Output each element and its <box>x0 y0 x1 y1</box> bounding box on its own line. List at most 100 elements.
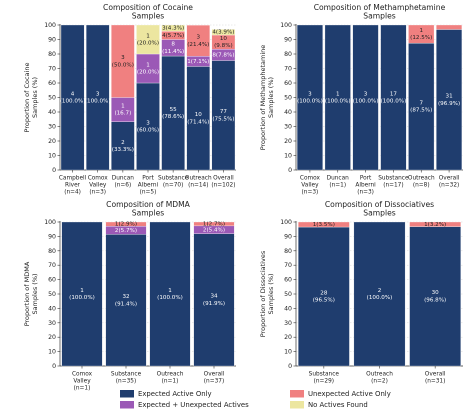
x-tick-label-line: Overall <box>213 176 234 182</box>
segment-count-label: 3 <box>121 55 125 61</box>
y-tick-label: 80 <box>48 248 56 255</box>
y-tick-label: 50 <box>284 95 292 102</box>
segment-pct-label: (100.0%) <box>325 99 351 105</box>
segment-count-label: 31 <box>446 94 454 100</box>
bar-segment-expected_only <box>296 24 323 171</box>
x-tick-label-line: Port <box>142 176 154 182</box>
x-tick-label-line: (n=1) <box>162 379 179 385</box>
y-tick-label: 70 <box>48 262 56 269</box>
segment-count-label: 55 <box>170 107 178 113</box>
segment-label: 1(3.2%) <box>424 222 446 228</box>
bar-segment-expected_only <box>61 221 103 367</box>
y-tick-label: 100 <box>280 219 292 226</box>
x-tick-label-line: Overall <box>425 372 446 378</box>
x-tick-label-line: (n=14) <box>188 183 208 189</box>
chart-title-line: Samples <box>132 12 164 21</box>
y-tick-label: 80 <box>48 51 56 58</box>
bar-segment-unexpected_only <box>409 221 461 227</box>
segment-count-label: 1 <box>168 288 172 294</box>
x-tick-label-line: (n=5) <box>140 190 157 196</box>
x-tick-label-line: (n=4) <box>64 190 81 196</box>
segment-count-label: 17 <box>390 91 398 97</box>
segment-label: 8(7.8%) <box>212 52 234 58</box>
segment-pct-label: (96.9%) <box>438 101 460 107</box>
x-tick-label-line: Comox <box>72 372 93 378</box>
segment-count-label: 2 <box>378 288 382 294</box>
bar-segment-expected_unexpected <box>136 53 160 84</box>
x-tick-label-line: Overall <box>439 176 460 182</box>
segment-pct-label: (50.0%) <box>112 62 134 68</box>
chart-title-line: Samples <box>363 209 395 218</box>
x-tick-label-line: Campbell <box>59 176 87 182</box>
y-tick-label: 10 <box>284 153 292 160</box>
bar-segment-no_actives <box>211 29 236 36</box>
x-tick-label-line: Duncan <box>327 176 350 182</box>
y-tick-label: 10 <box>48 349 56 356</box>
segment-count-label: 10 <box>220 36 228 42</box>
y-tick-label: 20 <box>48 334 56 341</box>
bar-segment-expected_only <box>298 226 350 367</box>
x-tick-label-line: (n=35) <box>116 379 136 385</box>
y-tick-label: 10 <box>48 153 56 160</box>
x-tick-label-line: (n=29) <box>314 379 334 385</box>
segment-count-label: 4 <box>71 91 75 97</box>
x-tick-label-line: (n=70) <box>163 183 183 189</box>
bar-segment-expected_only <box>353 221 406 367</box>
y-tick-label: 0 <box>288 167 292 174</box>
x-tick-label-line: Valley <box>89 183 107 189</box>
legend-swatch-unexpected_only <box>290 390 304 398</box>
segment-label: 4(3.9%) <box>212 30 234 36</box>
y-tick-label: 40 <box>48 109 56 116</box>
bar-segment-no_actives <box>136 24 160 55</box>
y-tick-label: 70 <box>284 262 292 269</box>
segment-count-label: 10 <box>195 112 203 118</box>
segment-count-label: 3 <box>146 120 150 126</box>
x-tick-label-line: (n=32) <box>439 183 459 189</box>
segment-count-label: 32 <box>122 294 129 300</box>
legend-swatch-expected_only <box>120 390 134 398</box>
x-tick-label-line: Outreach <box>157 372 184 378</box>
segment-pct-label: (100.0%) <box>157 295 183 301</box>
y-tick-label: 60 <box>48 80 56 87</box>
bar-segment-no_actives <box>161 24 185 32</box>
segment-count-label: 30 <box>432 290 440 296</box>
segment-count-label: 1 <box>80 288 84 294</box>
y-tick-label: 20 <box>48 138 56 145</box>
bar-segment-expected_only <box>136 82 160 171</box>
segment-count-label: 3 <box>364 91 368 97</box>
y-tick-label: 90 <box>48 233 56 240</box>
x-tick-label-line: (n=1) <box>74 386 91 392</box>
segment-count-label: 3 <box>308 91 312 97</box>
bar-segment-expected_only <box>60 24 85 171</box>
y-tick-label: 60 <box>284 80 292 87</box>
segment-pct-label: (91.9%) <box>203 301 225 307</box>
segment-pct-label: (16.7) <box>114 111 131 117</box>
x-tick-label-line: (n=31) <box>425 379 445 385</box>
y-tick-label: 0 <box>288 363 292 370</box>
x-tick-label-line: Duncan <box>112 176 135 182</box>
y-tick-label: 70 <box>48 66 56 73</box>
x-tick-label-line: Outreach <box>408 176 435 182</box>
bar-segment-unexpected_only <box>298 221 350 228</box>
y-tick-label: 0 <box>52 167 56 174</box>
chart-title-line: Composition of Dissociatives <box>325 200 434 209</box>
segment-count-label: 77 <box>220 109 228 115</box>
y-tick-label: 20 <box>284 138 292 145</box>
segment-count-label: 2 <box>121 140 125 146</box>
x-tick-label-line: Alberni <box>355 183 376 189</box>
chart-title-line: Composition of Methamphetamine <box>314 3 446 12</box>
y-tick-label: 30 <box>48 124 56 131</box>
segment-pct-label: (33.3%) <box>112 147 134 153</box>
bar-segment-expected_only <box>111 121 135 171</box>
x-tick-label-line: (n=3) <box>357 190 374 196</box>
segment-pct-label: (20.0%) <box>137 41 159 47</box>
y-tick-label: 90 <box>284 37 292 44</box>
legend: Expected Active Only Unexpected Active On… <box>120 390 391 409</box>
x-tick-label-line: Substance <box>111 372 142 378</box>
segment-pct-label: (9.8%) <box>214 43 233 49</box>
segment-label: 1(2.9%) <box>115 222 137 228</box>
segment-pct-label: (87.5%) <box>410 108 432 114</box>
